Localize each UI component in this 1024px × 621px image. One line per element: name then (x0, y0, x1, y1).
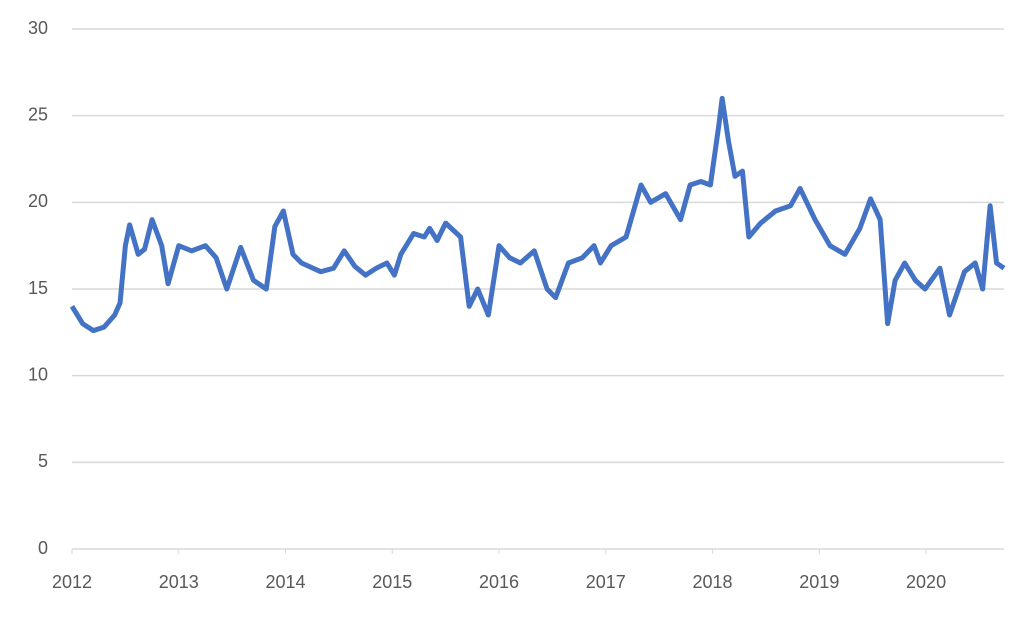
x-tick-label: 2015 (372, 572, 412, 592)
y-tick-label: 20 (28, 191, 48, 211)
y-tick-label: 0 (38, 538, 48, 558)
x-tick-label: 2018 (693, 572, 733, 592)
y-tick-label: 25 (28, 104, 48, 124)
x-tick-label: 2019 (799, 572, 839, 592)
x-tick-label: 2017 (586, 572, 626, 592)
y-tick-label: 10 (28, 364, 48, 384)
x-tick-label: 2020 (906, 572, 946, 592)
x-tick-label: 2014 (265, 572, 305, 592)
x-tick-label: 2013 (159, 572, 199, 592)
x-tick-label: 2012 (52, 572, 92, 592)
x-tick-label: 2016 (479, 572, 519, 592)
y-tick-label: 30 (28, 18, 48, 38)
y-tick-label: 5 (38, 451, 48, 471)
line (69, 95, 1006, 334)
y-tick-label: 15 (28, 278, 48, 298)
